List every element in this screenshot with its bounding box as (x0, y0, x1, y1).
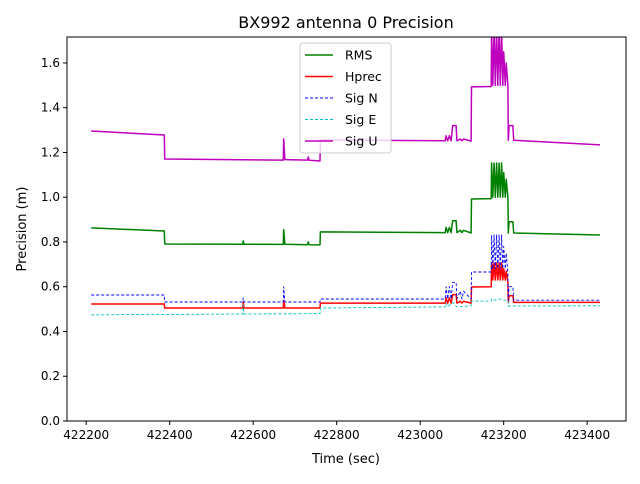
x-tick-label: 422400 (147, 428, 193, 442)
legend-label: Hprec (345, 69, 382, 84)
legend-label: Sig N (345, 91, 378, 106)
series-line-hprec (91, 262, 601, 309)
x-tick-label: 422600 (230, 428, 276, 442)
x-tick-label: 423200 (481, 428, 527, 442)
y-tick-label: 0.8 (41, 235, 60, 249)
legend-box (299, 42, 392, 154)
x-tick-label: 423000 (397, 428, 443, 442)
y-tick-label: 0.2 (41, 369, 60, 383)
series-layer (91, 37, 601, 316)
x-tick-label: 423400 (564, 428, 610, 442)
y-axis-label: Precision (m) (15, 187, 30, 272)
series-line-sig-e (91, 298, 601, 316)
y-tick-label: 0.6 (41, 280, 60, 294)
chart-title: BX992 antenna 0 Precision (238, 13, 453, 32)
series-line-sig-u (91, 37, 601, 162)
x-tick-label: 422800 (314, 428, 360, 442)
x-axis-label: Time (sec) (311, 452, 380, 467)
legend-label: Sig U (345, 134, 377, 149)
legend-label: RMS (345, 48, 372, 63)
x-tick-label: 422200 (63, 428, 109, 442)
series-line-rms (91, 162, 601, 246)
y-tick-label: 1.4 (41, 101, 60, 115)
legend-label: Sig E (345, 112, 376, 127)
y-tick-label: 0.0 (41, 414, 60, 428)
legend: RMS Hprec Sig N Sig E Sig U (299, 42, 392, 154)
y-tick-label: 1.0 (41, 190, 60, 204)
y-tick-label: 0.4 (41, 324, 60, 338)
series-line-sig-n (91, 234, 601, 303)
y-tick-label: 1.2 (41, 145, 60, 159)
plot-frame (66, 36, 627, 422)
ticks-layer: 422200 422400 422600 422800 423000 423200 4234… (41, 56, 610, 442)
y-tick-label: 1.6 (41, 56, 60, 70)
